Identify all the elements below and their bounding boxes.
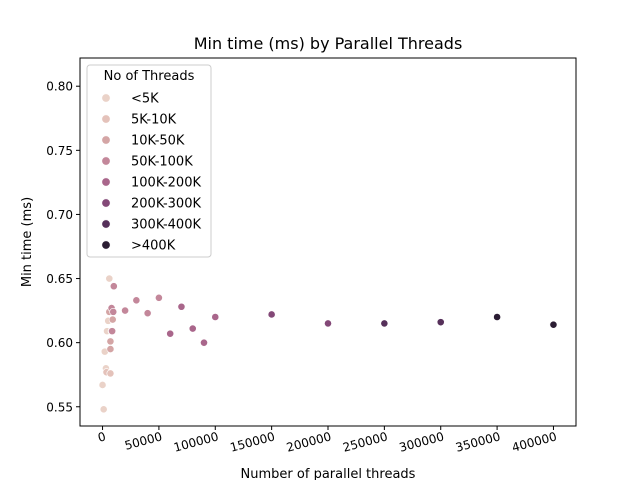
legend-marker bbox=[101, 156, 111, 166]
data-point bbox=[108, 315, 117, 324]
y-tick-label: 0.65 bbox=[46, 272, 73, 286]
legend-label: 300K-400K bbox=[131, 218, 201, 233]
legend-marker bbox=[101, 240, 111, 250]
legend-title: No of Threads bbox=[104, 69, 195, 84]
data-point bbox=[549, 320, 558, 329]
data-point bbox=[155, 293, 163, 302]
legend-entries: <5K 5K-10K 10K-50K 50K-100K 100K-200K 200K-30… bbox=[101, 92, 201, 254]
data-point bbox=[121, 306, 129, 315]
legend: No of Threads <5K 5K-10K 10K-50K 50K-100K 10… bbox=[86, 64, 212, 258]
data-point bbox=[106, 369, 115, 378]
data-point bbox=[436, 318, 445, 327]
x-tick-label: 50000 bbox=[123, 429, 164, 452]
data-point bbox=[98, 381, 107, 389]
legend-label: >400K bbox=[131, 239, 176, 254]
legend-marker bbox=[101, 135, 111, 145]
y-axis-ticks: 0.55 0.60 0.65 0.70 0.75 0.80 bbox=[46, 80, 80, 414]
legend-marker bbox=[101, 198, 111, 208]
data-point bbox=[267, 310, 276, 319]
data-point bbox=[132, 296, 141, 305]
data-point bbox=[108, 327, 117, 336]
legend-marker bbox=[101, 177, 111, 187]
x-tick-label: 300000 bbox=[398, 429, 446, 454]
data-point bbox=[99, 405, 108, 414]
legend-box bbox=[86, 64, 212, 258]
y-tick-label: 0.55 bbox=[46, 400, 73, 414]
y-tick-label: 0.60 bbox=[46, 336, 73, 350]
plot-frame bbox=[79, 57, 577, 427]
legend-label: 50K-100K bbox=[131, 155, 193, 170]
data-point bbox=[109, 307, 118, 316]
legend-label: 200K-300K bbox=[131, 197, 201, 212]
data-point bbox=[188, 324, 197, 333]
data-points bbox=[98, 274, 558, 414]
legend-label: 100K-200K bbox=[131, 176, 201, 191]
data-point bbox=[493, 313, 501, 321]
x-tick-label: 100000 bbox=[172, 429, 220, 454]
legend-marker bbox=[101, 93, 111, 103]
chart-title: Min time (ms) by Parallel Threads bbox=[194, 34, 463, 53]
data-point bbox=[177, 302, 186, 311]
x-tick-label: 150000 bbox=[229, 429, 277, 454]
x-axis-label: Number of parallel threads bbox=[241, 467, 416, 480]
legend-marker bbox=[101, 114, 111, 124]
data-point bbox=[211, 313, 220, 321]
legend-label: 5K-10K bbox=[131, 113, 177, 128]
legend-label: <5K bbox=[131, 92, 159, 107]
legend-marker bbox=[101, 219, 111, 229]
data-point bbox=[105, 274, 114, 283]
x-tick-label: 200000 bbox=[285, 429, 333, 454]
data-point bbox=[324, 319, 332, 328]
data-point bbox=[106, 345, 115, 353]
x-tick-label: 0 bbox=[96, 429, 107, 445]
y-tick-label: 0.70 bbox=[46, 208, 73, 222]
y-tick-label: 0.75 bbox=[46, 144, 73, 158]
data-point bbox=[106, 337, 115, 346]
x-axis-ticks: 0 50000 100000 150000 200000 250000 300000 3500… bbox=[96, 426, 558, 455]
data-point bbox=[380, 319, 389, 328]
data-point bbox=[200, 338, 208, 347]
data-point bbox=[109, 282, 118, 291]
y-axis-label: Min time (ms) bbox=[20, 197, 35, 287]
legend-label: 10K-50K bbox=[131, 134, 185, 149]
x-tick-label: 400000 bbox=[510, 429, 558, 454]
x-tick-label: 250000 bbox=[341, 429, 389, 454]
data-point bbox=[166, 329, 175, 338]
y-tick-label: 0.80 bbox=[46, 80, 73, 94]
data-point bbox=[143, 309, 152, 318]
x-tick-label: 350000 bbox=[454, 429, 502, 454]
